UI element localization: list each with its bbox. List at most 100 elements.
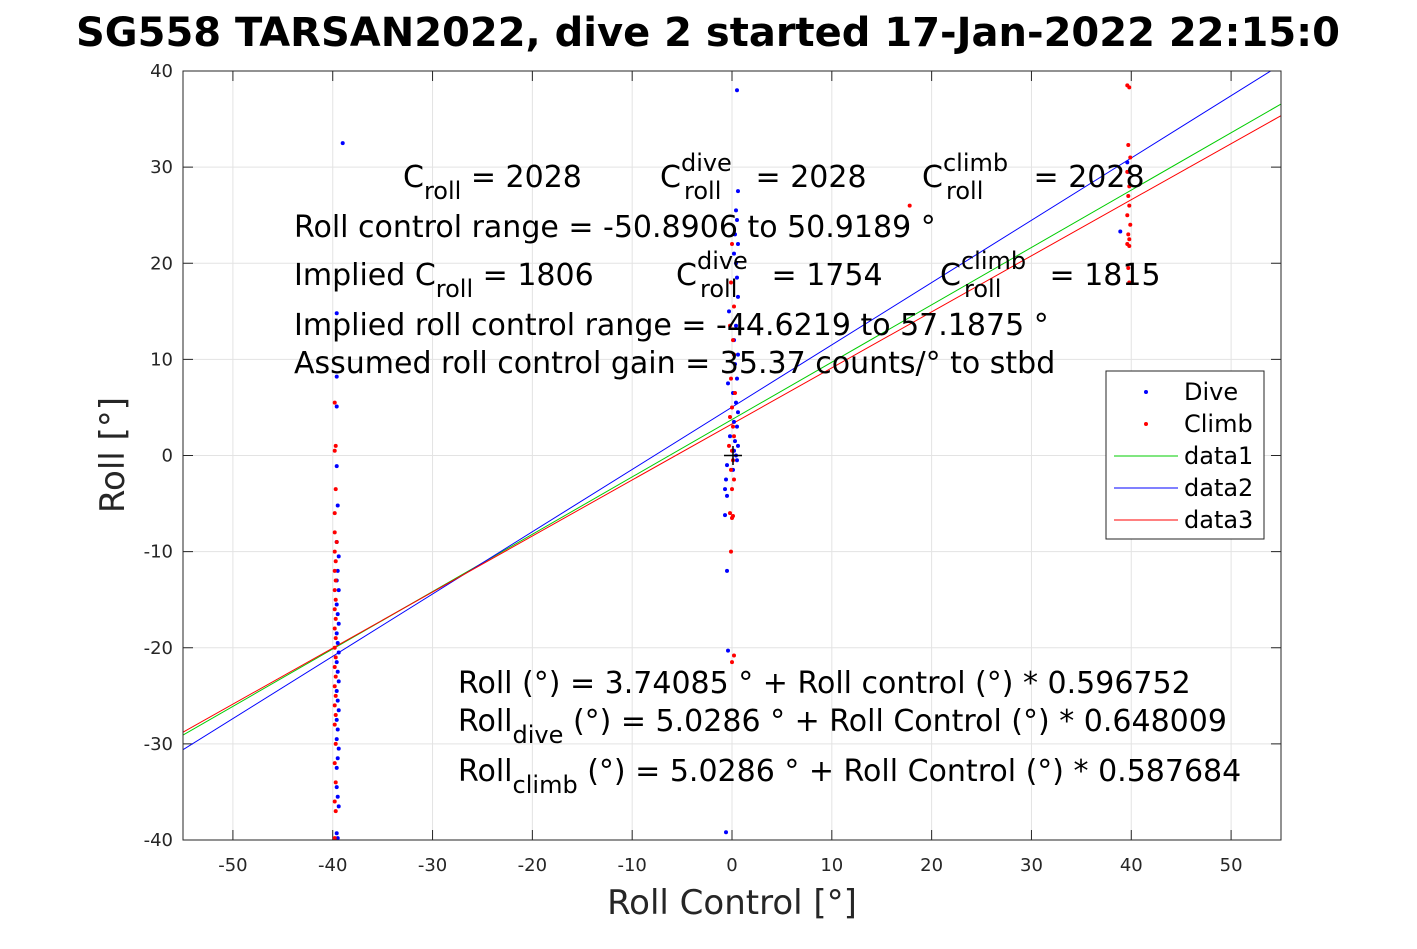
x-tick-label: -10 <box>617 855 646 876</box>
legend-label-climb: Climb <box>1184 410 1253 438</box>
point-climb <box>1127 85 1132 90</box>
point-dive <box>334 631 339 636</box>
y-axis-label: Roll [°] <box>93 397 133 513</box>
point-climb <box>730 660 734 665</box>
x-tick-label: 40 <box>1120 855 1143 876</box>
point-dive <box>334 404 339 409</box>
point-climb <box>334 540 339 545</box>
point-dive <box>335 756 340 761</box>
point-climb <box>333 578 338 583</box>
point-climb <box>729 467 734 472</box>
x-tick-label: 10 <box>820 855 843 876</box>
point-dive <box>732 232 737 237</box>
point-dive <box>735 352 740 357</box>
point-climb <box>332 645 337 650</box>
point-dive <box>1118 229 1123 234</box>
point-climb <box>1127 184 1132 189</box>
point-climb <box>332 530 337 535</box>
point-dive <box>725 463 730 468</box>
y-tick-label: 30 <box>150 157 173 178</box>
point-climb <box>732 391 737 396</box>
legend-label-dive: Dive <box>1184 378 1238 406</box>
point-climb <box>729 376 734 381</box>
point-climb <box>332 400 337 405</box>
point-dive <box>336 708 341 713</box>
point-dive <box>334 831 339 836</box>
point-climb <box>730 338 735 343</box>
point-dive <box>735 189 740 194</box>
point-dive <box>727 309 732 314</box>
point-climb <box>730 242 734 247</box>
point-dive <box>735 443 740 448</box>
point-dive <box>723 513 728 518</box>
annotation-assumed-gain: Assumed roll control gain = 35.37 counts… <box>294 346 1055 381</box>
point-climb <box>333 559 338 564</box>
point-dive <box>334 737 339 742</box>
legend-marker-climb <box>1144 422 1148 426</box>
y-axis-ticks: -40 -30 -20 -10 0 10 20 30 40 <box>144 61 1281 851</box>
y-tick-label: 20 <box>150 253 173 274</box>
point-dive <box>725 568 730 573</box>
point-climb <box>731 477 736 482</box>
point-dive <box>334 689 339 694</box>
point-dive <box>732 439 737 444</box>
y-tick-label: 40 <box>150 61 173 82</box>
point-dive <box>334 311 339 316</box>
chart-title: SG558 TARSAN2022, dive 2 started 17-Jan-… <box>76 10 1340 56</box>
annotation-implied-croll-climb: Cclimb roll = 1815 <box>940 247 1161 303</box>
point-dive <box>735 242 740 247</box>
point-dive <box>732 362 737 367</box>
point-climb <box>333 636 338 641</box>
point-climb <box>1126 232 1131 237</box>
point-dive <box>734 424 739 429</box>
point-dive <box>734 217 739 222</box>
point-climb <box>332 448 337 453</box>
point-dive <box>336 746 341 751</box>
point-climb <box>727 443 732 448</box>
point-climb <box>333 780 338 785</box>
legend: Dive Climb data1 data2 data3 <box>1105 370 1265 540</box>
x-tick-label: -30 <box>418 855 447 876</box>
point-dive <box>726 381 731 386</box>
point-climb <box>332 722 337 727</box>
point-climb <box>333 674 338 679</box>
point-dive <box>335 612 340 617</box>
point-climb <box>728 415 733 420</box>
x-tick-label: 30 <box>1020 855 1043 876</box>
point-climb <box>1127 203 1132 208</box>
point-climb <box>730 424 735 429</box>
point-climb <box>1126 193 1131 198</box>
point-dive <box>735 410 740 415</box>
annotation-croll: Croll = 2028 <box>403 160 582 205</box>
origin-marker <box>724 446 742 465</box>
point-climb <box>1127 243 1132 248</box>
point-climb <box>332 703 337 708</box>
point-climb <box>332 836 337 840</box>
annotation-implied-croll: Implied Croll = 1806 <box>294 258 594 303</box>
annotation-implied-croll-dive: Cdive roll = 1754 <box>676 247 883 303</box>
x-tick-label: -50 <box>218 855 247 876</box>
x-tick-label: 50 <box>1220 855 1243 876</box>
point-dive <box>334 765 339 770</box>
point-climb <box>332 799 337 804</box>
point-climb <box>333 443 338 448</box>
legend-box <box>1105 370 1265 540</box>
legend-marker-dive <box>1144 390 1148 394</box>
point-dive <box>335 698 340 703</box>
point-climb <box>333 616 338 621</box>
point-climb <box>1126 143 1131 148</box>
point-dive <box>336 650 341 655</box>
y-tick-label: -40 <box>144 830 173 851</box>
annotation-croll-climb: Cclimb roll = 2028 <box>922 149 1145 205</box>
point-climb <box>1128 222 1133 227</box>
point-dive <box>336 621 341 626</box>
point-dive <box>728 434 733 439</box>
point-climb <box>731 434 736 439</box>
point-dive <box>335 794 340 799</box>
point-climb <box>731 653 736 658</box>
point-climb <box>731 304 736 309</box>
point-climb <box>332 684 337 689</box>
point-dive <box>733 261 738 266</box>
